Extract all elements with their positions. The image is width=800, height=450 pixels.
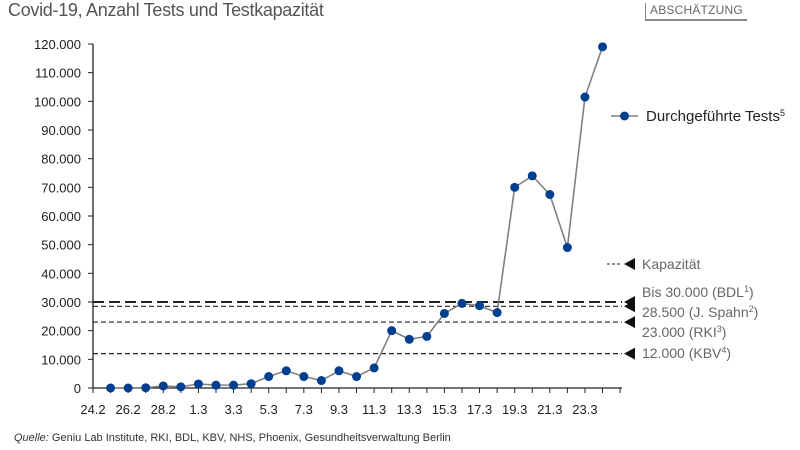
- data-point: [246, 379, 256, 389]
- data-point: [369, 363, 379, 373]
- x-tick-label: 23.3: [572, 402, 597, 417]
- y-tick-label: 20.000: [41, 324, 81, 339]
- x-tick-label: 28.2: [151, 402, 176, 417]
- x-tick-label: 9.3: [330, 402, 348, 417]
- source-note: Quelle: Geniu Lab Institute, RKI, BDL, K…: [14, 432, 451, 444]
- data-point: [492, 308, 502, 318]
- data-point: [141, 383, 151, 393]
- x-tick-label: 24.2: [80, 402, 105, 417]
- data-point: [527, 171, 537, 181]
- capacity-legend-label: Kapazität: [642, 256, 700, 272]
- reference-label: 23.000 (RKI3): [642, 324, 726, 340]
- y-tick-label: 60.000: [41, 209, 81, 224]
- y-tick-label: 120.000: [34, 37, 81, 52]
- y-tick-label: 50.000: [41, 238, 81, 253]
- x-tick-label: 1.3: [189, 402, 207, 417]
- reference-arrow: [624, 347, 635, 360]
- y-tick-label: 70.000: [41, 180, 81, 195]
- y-tick-label: 10.000: [41, 352, 81, 367]
- data-point: [422, 331, 432, 341]
- x-tick-label: 7.3: [295, 402, 313, 417]
- x-tick-label: 15.3: [432, 402, 457, 417]
- data-point: [510, 182, 520, 192]
- data-point: [176, 382, 186, 392]
- estimate-badge: ABSCHÄTZUNG: [645, 3, 747, 21]
- chart-title: Covid-19, Anzahl Tests und Testkapazität: [8, 0, 324, 20]
- data-point: [229, 380, 239, 390]
- data-point: [580, 92, 590, 102]
- data-point: [352, 372, 362, 382]
- data-point: [158, 381, 168, 391]
- data-point: [106, 383, 116, 393]
- source-label: Quelle:: [14, 432, 49, 444]
- x-tick-label: 19.3: [502, 402, 527, 417]
- x-tick-label: 3.3: [225, 402, 243, 417]
- data-point: [123, 383, 133, 393]
- legend-marker: [620, 111, 629, 121]
- y-tick-label: 90.000: [41, 123, 81, 138]
- data-point: [264, 372, 274, 382]
- data-point: [281, 366, 291, 376]
- reference-label: 28.500 (J. Spahn2): [642, 304, 758, 320]
- data-point: [211, 380, 221, 390]
- x-tick-label: 11.3: [362, 402, 386, 417]
- x-tick-label: 17.3: [467, 402, 492, 417]
- data-point: [299, 372, 309, 382]
- reference-arrow: [624, 300, 635, 313]
- legend-label: Durchgeführte Tests5: [646, 108, 785, 125]
- data-point: [193, 379, 203, 389]
- data-point: [562, 243, 572, 253]
- y-tick-label: 40.000: [41, 266, 81, 281]
- data-point: [334, 366, 344, 376]
- x-tick-label: 5.3: [260, 402, 278, 417]
- y-tick-label: 80.000: [41, 152, 81, 167]
- y-tick-label: 30.000: [41, 295, 81, 310]
- data-point: [439, 308, 449, 318]
- data-point: [387, 326, 397, 336]
- data-point: [404, 334, 414, 344]
- data-point: [316, 376, 326, 386]
- data-point: [598, 42, 608, 52]
- x-tick-label: 13.3: [397, 402, 422, 417]
- x-tick-label: 21.3: [537, 402, 562, 417]
- reference-arrow: [624, 316, 635, 329]
- data-point: [475, 301, 485, 311]
- source-text: Geniu Lab Institute, RKI, BDL, KBV, NHS,…: [48, 432, 451, 444]
- series-line: [110, 46, 604, 389]
- y-tick-label: 0: [74, 381, 81, 396]
- reference-label: 12.000 (KBV4): [642, 345, 731, 361]
- y-tick-label: 110.000: [35, 66, 81, 81]
- data-point: [545, 190, 555, 199]
- x-tick-label: 26.2: [115, 402, 140, 417]
- y-tick-label: 100.000: [34, 94, 81, 109]
- data-point: [457, 298, 467, 308]
- reference-label: Bis 30.000 (BDL1): [642, 284, 754, 300]
- capacity-legend-arrow: [624, 258, 635, 270]
